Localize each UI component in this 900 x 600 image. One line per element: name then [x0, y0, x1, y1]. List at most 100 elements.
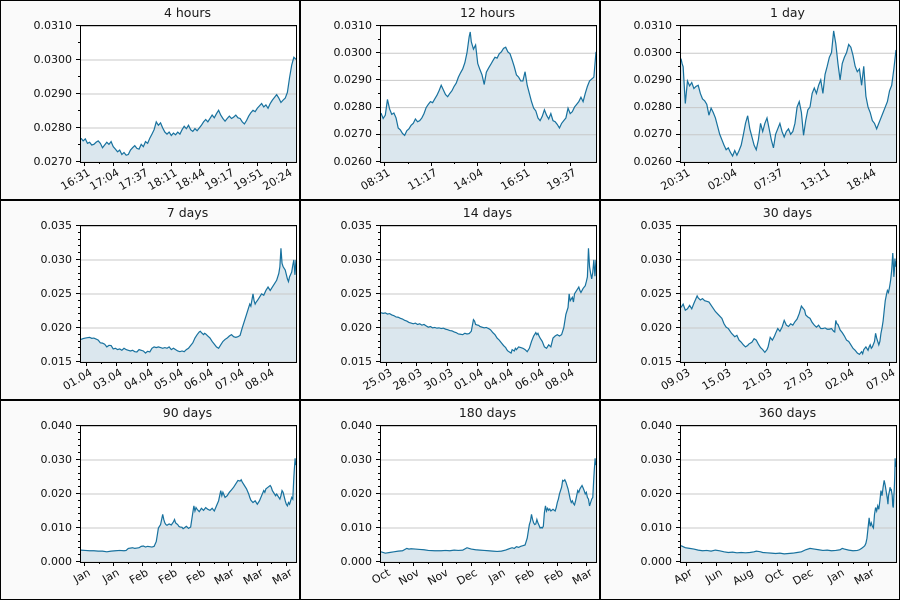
y-minor-tick-mark — [678, 286, 680, 288]
x-minor-tick-mark — [222, 362, 224, 364]
y-major-tick-mark — [676, 259, 680, 260]
y-minor-tick-mark — [378, 340, 380, 342]
y-major-tick-mark — [76, 327, 80, 328]
y-minor-tick-mark — [378, 93, 380, 94]
y-minor-tick-mark — [378, 452, 380, 454]
y-major-tick-mark — [676, 425, 680, 426]
y-minor-tick-mark — [78, 452, 80, 454]
y-major-tick-mark — [376, 25, 380, 26]
x-major-tick-mark — [716, 562, 718, 566]
x-major-tick-mark — [416, 362, 418, 366]
y-major-tick-mark — [76, 425, 80, 426]
x-minor-tick-mark — [213, 162, 215, 164]
x-minor-tick-mark — [242, 562, 244, 564]
y-minor-tick-mark — [378, 245, 380, 247]
y-major-tick-mark — [76, 293, 80, 294]
y-minor-tick-mark — [378, 354, 380, 356]
chart-title: 30 days — [762, 205, 813, 220]
y-tick-label: 0.000 — [40, 554, 73, 568]
series-line — [381, 458, 596, 554]
x-tick-label: 20:31 — [658, 166, 693, 194]
y-minor-tick-mark — [678, 486, 680, 488]
series-fill — [81, 57, 296, 162]
x-major-tick-mark — [585, 562, 587, 566]
x-major-tick-mark — [807, 562, 809, 566]
x-minor-tick-mark — [827, 362, 829, 364]
series-fill — [81, 248, 296, 362]
x-major-tick-mark — [170, 562, 172, 566]
plot-area — [380, 425, 597, 563]
y-minor-tick-mark — [378, 333, 380, 335]
y-tick-label: 0.020 — [640, 486, 673, 500]
y-tick-label: 0.040 — [40, 418, 73, 432]
y-tick-label: 0.020 — [340, 320, 373, 334]
plot-area — [380, 25, 597, 163]
series-fill — [381, 31, 596, 162]
x-major-tick-mark — [684, 162, 686, 166]
y-major-tick-mark — [376, 327, 380, 328]
chart-panel-90-days: 90 days 0.040 0.030 0.020 0.010 0.000 Jan Jan F… — [0, 400, 300, 600]
x-minor-tick-mark — [456, 562, 458, 564]
x-major-tick-mark — [430, 162, 432, 166]
x-minor-tick-mark — [500, 162, 502, 164]
x-major-tick-mark — [837, 562, 839, 566]
x-minor-tick-mark — [161, 362, 163, 364]
y-minor-tick-mark — [378, 306, 380, 308]
y-minor-tick-mark — [678, 147, 680, 149]
series-line — [681, 458, 896, 555]
x-major-tick-mark — [199, 562, 201, 566]
y-tick-label: 0.0280 — [633, 100, 673, 114]
y-minor-tick-mark — [78, 472, 80, 474]
y-minor-tick-mark — [378, 479, 380, 481]
y-tick-label: 0.0300 — [33, 52, 73, 66]
y-tick-label: 0.0280 — [333, 100, 373, 114]
y-major-tick-mark — [76, 459, 80, 460]
y-minor-tick-mark — [378, 120, 380, 122]
x-major-tick-mark — [499, 562, 501, 566]
y-minor-tick-mark — [378, 252, 380, 254]
y-minor-tick-mark — [78, 144, 80, 145]
x-major-tick-mark — [113, 562, 115, 566]
y-minor-tick-mark — [78, 438, 80, 440]
y-minor-tick-mark — [678, 513, 680, 515]
y-tick-label: 0.030 — [40, 452, 73, 466]
y-minor-tick-mark — [678, 340, 680, 342]
y-major-tick-mark — [376, 79, 380, 81]
x-minor-tick-mark — [522, 362, 524, 364]
plot-area — [380, 225, 597, 363]
x-major-tick-mark — [523, 162, 525, 166]
y-minor-tick-mark — [378, 231, 380, 233]
x-major-tick-mark — [441, 562, 443, 566]
y-tick-label: 0.035 — [340, 218, 373, 232]
y-major-tick-mark — [76, 161, 80, 162]
x-minor-tick-mark — [542, 562, 544, 564]
x-major-tick-mark — [228, 162, 230, 166]
chart-title: 90 days — [162, 405, 213, 420]
x-minor-tick-mark — [701, 562, 703, 564]
x-minor-tick-mark — [98, 562, 100, 564]
y-minor-tick-mark — [378, 540, 380, 542]
y-minor-tick-mark — [378, 279, 380, 281]
x-major-tick-mark — [141, 162, 143, 166]
x-minor-tick-mark — [213, 562, 215, 564]
y-minor-tick-mark — [378, 520, 380, 522]
x-major-tick-mark — [528, 562, 530, 566]
y-minor-tick-mark — [378, 347, 380, 349]
y-tick-label: 0.010 — [40, 520, 73, 534]
y-minor-tick-mark — [378, 465, 380, 467]
y-minor-tick-mark — [678, 540, 680, 542]
series-line — [81, 56, 296, 156]
x-tick-label: 08:31 — [358, 166, 393, 194]
x-minor-tick-mark — [453, 162, 455, 164]
y-tick-label: 0.025 — [640, 286, 673, 300]
y-minor-tick-mark — [78, 465, 80, 467]
y-minor-tick-mark — [678, 499, 680, 501]
y-major-tick-mark — [676, 459, 680, 460]
series-fill — [681, 253, 896, 362]
x-minor-tick-mark — [846, 162, 848, 164]
y-minor-tick-mark — [678, 438, 680, 440]
x-major-tick-mark — [170, 162, 172, 166]
y-minor-tick-mark — [678, 313, 680, 315]
y-minor-tick-mark — [78, 347, 80, 349]
x-major-tick-mark — [146, 362, 148, 366]
